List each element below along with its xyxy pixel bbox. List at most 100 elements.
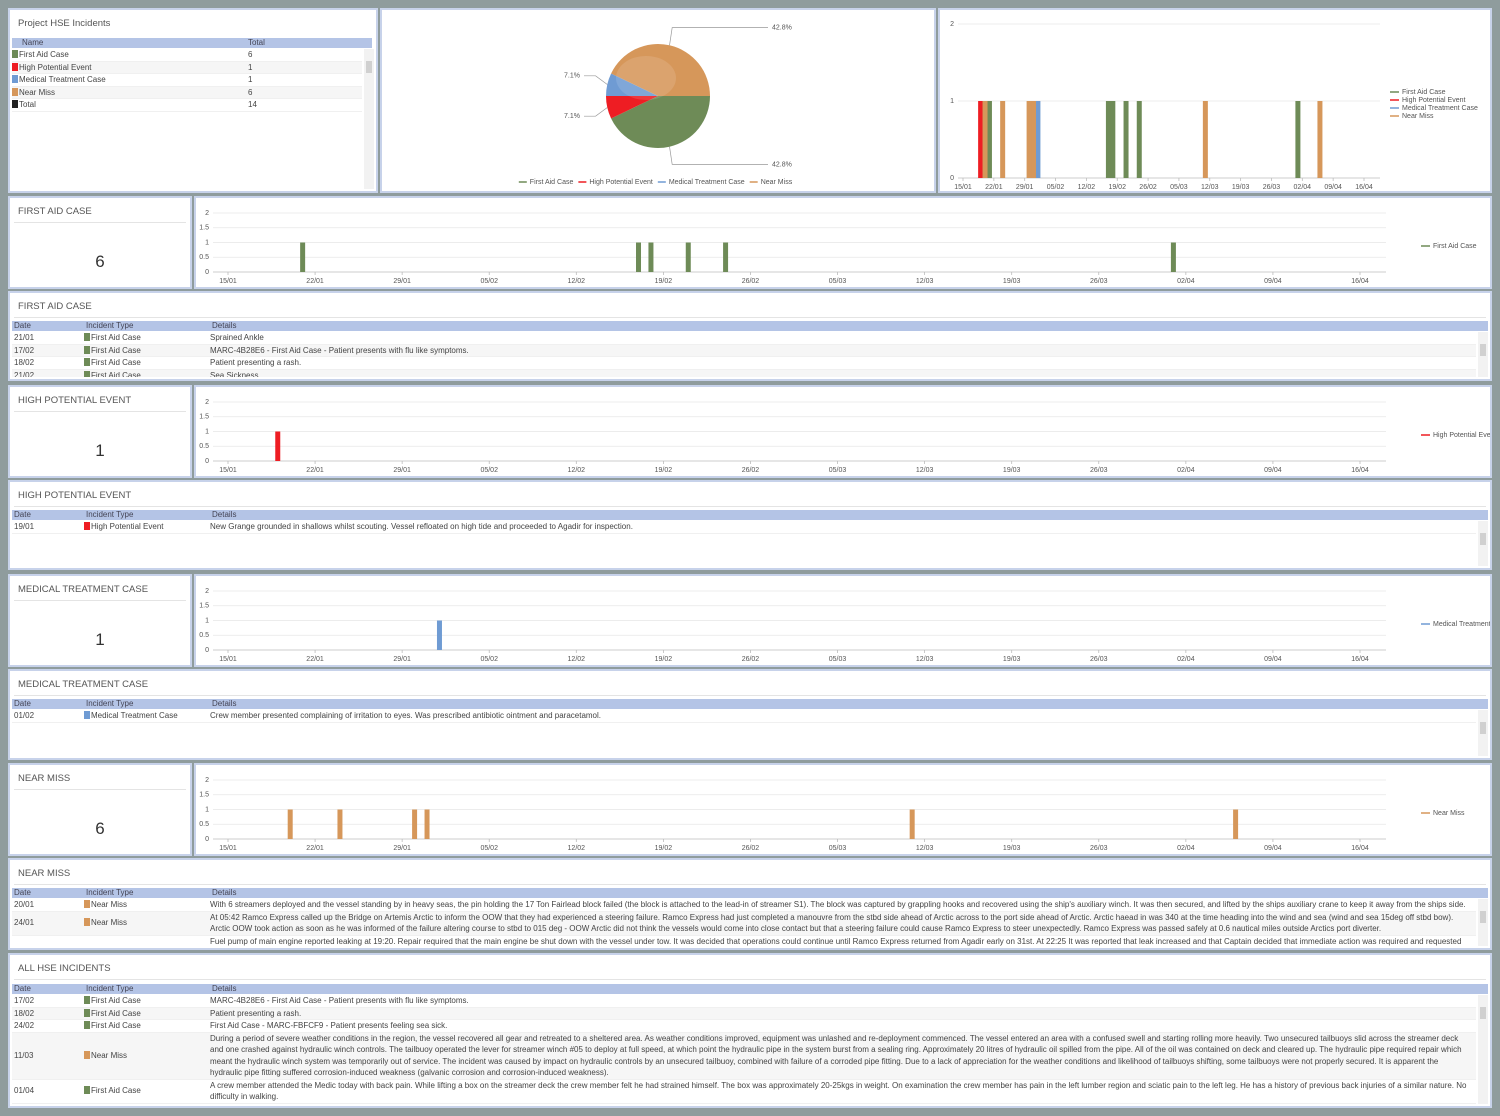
table-body: 21/01 First Aid Case Sprained Ankle 17/02 Fi… (12, 332, 1476, 377)
bar (1123, 101, 1129, 178)
x-tick-label: 12/03 (916, 656, 934, 663)
count-value: 6 (95, 819, 105, 838)
table-row: 21/02 First Aid Case Sea Sickness (12, 369, 1476, 378)
table-row: 24/01 Near Miss At 05:42 Ramco Express cal… (12, 911, 1476, 936)
count-title: FIRST AID CASE (18, 206, 92, 217)
bar (1136, 101, 1142, 178)
x-tick-label: 19/03 (1003, 467, 1021, 474)
column-header: Total (248, 38, 265, 47)
table-row: 11/03 Near Miss During a period of severe … (12, 1032, 1476, 1080)
x-tick-label: 26/02 (742, 278, 760, 285)
table-body: 19/01 High Potential Event New Grange grou… (12, 521, 1476, 566)
count-panel: HIGH POTENTIAL EVENT 1 (8, 385, 192, 478)
bar (1000, 101, 1006, 178)
bar (1170, 242, 1176, 272)
column-header: Name (22, 38, 44, 47)
separator (14, 789, 186, 790)
type-text: Near Miss (91, 918, 128, 928)
table-header: Date Incident Type Details (12, 699, 1488, 709)
bar (1026, 101, 1032, 178)
swatch (84, 711, 90, 719)
table-header: Date Incident Type Details (12, 984, 1488, 994)
type-text: First Aid Case (91, 1008, 141, 1018)
x-tick-label: 12/03 (1201, 184, 1219, 191)
date-cell: 24/02 (14, 1021, 35, 1030)
date-cell: 20/01 (14, 900, 35, 909)
legend-label: Near Miss (761, 179, 793, 186)
x-tick-label: 16/04 (1351, 278, 1369, 285)
name-text: High Potential Event (19, 62, 92, 72)
details-cell: New Grange grounded in shallows whilst s… (210, 522, 633, 531)
legend-label: High Potential Event (1402, 97, 1465, 104)
y-tick-label: 2 (205, 210, 209, 217)
y-tick-label: 0.5 (199, 443, 209, 450)
table-body: 01/02 Medical Treatment Case Crew member p… (12, 710, 1476, 756)
type-text: Near Miss (91, 900, 128, 909)
scrollbar (1478, 899, 1488, 946)
y-tick-label: 1 (950, 98, 954, 105)
bar-chart: 0 1 2 15/01 22/01 29/01 05/02 12/02 19/02 26/02 05… (950, 21, 1478, 191)
date-cell: 17/02 (14, 345, 35, 355)
x-tick-label: 05/02 (480, 845, 498, 852)
type-text: Near Miss (91, 1050, 128, 1060)
column-header: Details (212, 888, 237, 897)
type-cell: First Aid Case (84, 1020, 210, 1032)
legend-label: Near Miss (1402, 113, 1434, 120)
count-title: HIGH POTENTIAL EVENT (18, 395, 132, 406)
swatch (84, 345, 90, 354)
bar (275, 431, 281, 461)
total-cell: 14 (248, 100, 257, 109)
date-cell: 21/02 (14, 370, 35, 378)
legend-label: Medical Treatment Case (669, 179, 745, 186)
name-cell: Near Miss (12, 87, 55, 99)
x-tick-label: 22/01 (985, 184, 1003, 191)
type-cell: First Aid Case (84, 332, 210, 344)
x-tick-label: 15/01 (954, 184, 972, 191)
x-tick-label: 19/02 (1108, 184, 1126, 191)
table-row: Medical Treatment Case 1 (12, 74, 362, 87)
x-tick-label: 19/03 (1003, 278, 1021, 285)
bar (1031, 101, 1037, 178)
type-cell: First Aid Case (84, 357, 210, 369)
details-cell: Sprained Ankle (210, 333, 264, 342)
table-row: High Potential Event 1 (12, 61, 362, 74)
y-tick-label: 2 (950, 21, 954, 28)
legend-label: First Aid Case (1402, 89, 1446, 96)
table-title: NEAR MISS (18, 868, 71, 879)
date-cell: 19/01 (14, 522, 35, 531)
type-cell: First Aid Case (84, 1085, 210, 1097)
x-tick-label: 12/02 (568, 278, 586, 285)
count-title: NEAR MISS (18, 773, 71, 784)
x-tick-label: 29/01 (393, 845, 411, 852)
bar (287, 809, 293, 839)
y-tick-label: 0 (205, 458, 209, 465)
pie-panel: 42.8% 7.1% 7.1% 42.8% First Aid Case High Pot… (380, 8, 936, 193)
slice-label: 42.8% (772, 24, 792, 31)
x-tick-label: 16/04 (1351, 656, 1369, 663)
swatch (84, 1008, 90, 1017)
x-tick-label: 26/02 (1139, 184, 1157, 191)
count-title: MEDICAL TREATMENT CASE (18, 584, 149, 595)
swatch (12, 100, 18, 108)
x-tick-label: 15/01 (219, 845, 237, 852)
table-panel: ALL HSE INCIDENTS Date Incident Type Detail… (8, 953, 1492, 1108)
y-tick-label: 1 (205, 617, 209, 624)
swatch (84, 1050, 90, 1059)
y-tick-label: 0 (205, 269, 209, 276)
table-body: 17/02 First Aid Case MARC-4B28E6 - First A… (12, 995, 1476, 1104)
legend-item: First Aid Case (518, 179, 573, 186)
type-cell: Near Miss (84, 1050, 210, 1062)
name-text: First Aid Case (19, 50, 69, 59)
y-tick-label: 2 (205, 777, 209, 784)
x-tick-label: 19/03 (1232, 184, 1250, 191)
separator (14, 222, 186, 223)
table-row: Near Miss 6 (12, 86, 362, 99)
table-row: 17/02 First Aid Case MARC-4B28E6 - First A… (12, 995, 1476, 1008)
table-row: 18/02 First Aid Case Patient presenting a … (12, 1007, 1476, 1020)
x-tick-label: 15/01 (219, 467, 237, 474)
table-row: 01/04 First Aid Case A crew member attende… (12, 1080, 1476, 1104)
swatch (84, 918, 90, 927)
legend-label: High Potential Event (589, 179, 652, 186)
x-tick-label: 22/01 (306, 845, 324, 852)
x-tick-label: 05/03 (829, 467, 847, 474)
